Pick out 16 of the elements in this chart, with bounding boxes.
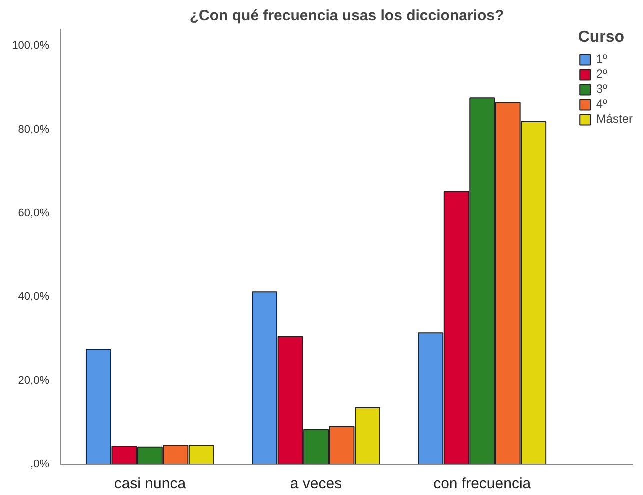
y-tick-label: 20,0% [18, 374, 50, 387]
chart-title: ¿Con qué frecuencia usas los diccionarios? [190, 8, 504, 24]
legend-label: Máster [596, 112, 633, 126]
y-tick-label: 80,0% [18, 124, 50, 136]
x-tick-label: casi nunca [114, 476, 187, 492]
y-tick-label: ,0% [30, 458, 50, 470]
legend-title: Curso [578, 29, 626, 47]
y-tick-label: 100,0% [12, 40, 50, 52]
legend-label: 4º [596, 97, 608, 111]
y-tick-label: 60,0% [18, 208, 50, 220]
legend-label: 3º [596, 82, 608, 96]
y-tick-label: 40,0% [18, 291, 50, 304]
legend-label: 1º [596, 52, 608, 66]
legend-label: 2º [596, 67, 608, 81]
x-tick-label: a veces [290, 476, 342, 492]
x-tick-label: con frecuencia [434, 476, 532, 492]
